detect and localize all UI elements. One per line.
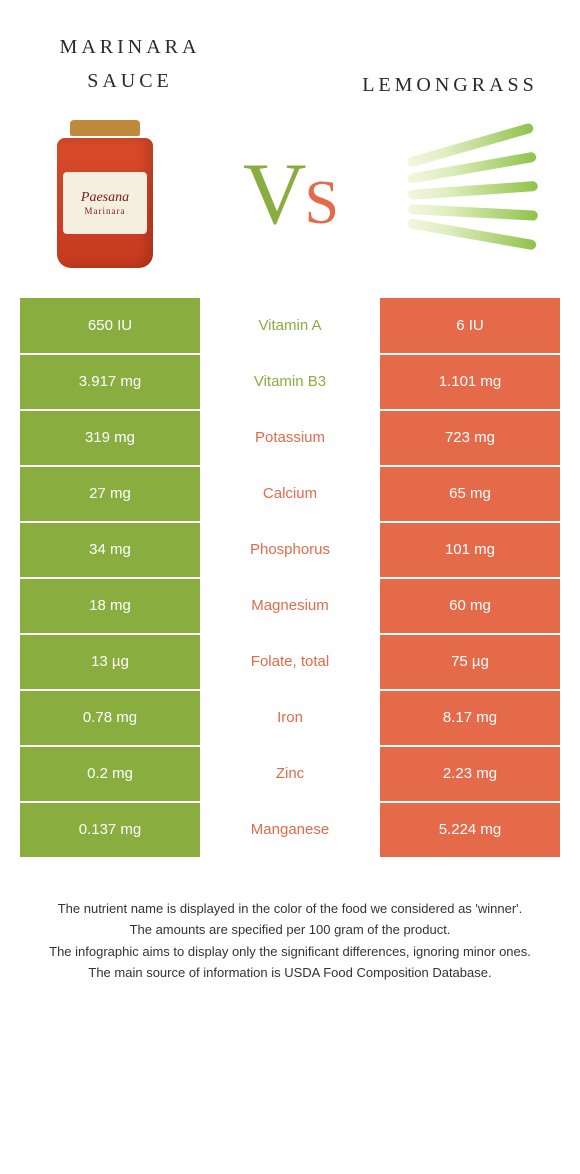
jar-sub: Marinara xyxy=(85,206,126,216)
table-row: 18 mgMagnesium60 mg xyxy=(20,578,560,634)
left-value: 13 µg xyxy=(20,634,200,690)
right-value: 8.17 mg xyxy=(380,690,560,746)
nutrient-name: Folate, total xyxy=(200,634,380,690)
lemongrass-image xyxy=(390,110,560,280)
table-row: 0.2 mgZinc2.23 mg xyxy=(20,746,560,802)
images-row: Paesana Marinara Vs xyxy=(0,100,580,298)
right-value: 2.23 mg xyxy=(380,746,560,802)
right-value: 60 mg xyxy=(380,578,560,634)
nutrient-name: Vitamin A xyxy=(200,298,380,354)
nutrient-name: Magnesium xyxy=(200,578,380,634)
right-food-title: lemongrass xyxy=(350,28,550,100)
right-value: 5.224 mg xyxy=(380,802,560,858)
right-value: 75 µg xyxy=(380,634,560,690)
table-row: 0.78 mgIron8.17 mg xyxy=(20,690,560,746)
table-body: 650 IUVitamin A6 IU3.917 mgVitamin B31.1… xyxy=(20,298,560,858)
nutrient-name: Zinc xyxy=(200,746,380,802)
footer-line4: The main source of information is USDA F… xyxy=(30,963,550,983)
footer-line1: The nutrient name is displayed in the co… xyxy=(30,899,550,919)
vs-v: V xyxy=(243,146,305,243)
left-value: 0.137 mg xyxy=(20,802,200,858)
vs-text: Vs xyxy=(243,144,337,245)
table-row: 27 mgCalcium65 mg xyxy=(20,466,560,522)
title-line1: marinara xyxy=(60,29,201,60)
left-value: 319 mg xyxy=(20,410,200,466)
header: marinara sauce lemongrass xyxy=(0,0,580,100)
left-value: 18 mg xyxy=(20,578,200,634)
footer-line2: The amounts are specified per 100 gram o… xyxy=(30,920,550,940)
left-value: 27 mg xyxy=(20,466,200,522)
table-row: 0.137 mgManganese5.224 mg xyxy=(20,802,560,858)
table-row: 3.917 mgVitamin B31.101 mg xyxy=(20,354,560,410)
table-row: 34 mgPhosphorus101 mg xyxy=(20,522,560,578)
title-line2: sauce xyxy=(87,63,173,94)
table-row: 650 IUVitamin A6 IU xyxy=(20,298,560,354)
left-food-title: marinara sauce xyxy=(30,28,230,95)
right-value: 6 IU xyxy=(380,298,560,354)
left-value: 0.78 mg xyxy=(20,690,200,746)
vs-s: s xyxy=(305,146,337,243)
nutrient-name: Iron xyxy=(200,690,380,746)
nutrient-name: Potassium xyxy=(200,410,380,466)
left-value: 0.2 mg xyxy=(20,746,200,802)
nutrient-name: Manganese xyxy=(200,802,380,858)
nutrient-name: Vitamin B3 xyxy=(200,354,380,410)
table-row: 13 µgFolate, total75 µg xyxy=(20,634,560,690)
jar-brand: Paesana xyxy=(81,190,129,206)
marinara-jar-image: Paesana Marinara xyxy=(20,110,190,280)
table-row: 319 mgPotassium723 mg xyxy=(20,410,560,466)
left-value: 650 IU xyxy=(20,298,200,354)
right-value: 723 mg xyxy=(380,410,560,466)
right-value: 101 mg xyxy=(380,522,560,578)
right-value: 1.101 mg xyxy=(380,354,560,410)
footer-notes: The nutrient name is displayed in the co… xyxy=(30,899,550,983)
left-value: 3.917 mg xyxy=(20,354,200,410)
nutrient-name: Calcium xyxy=(200,466,380,522)
footer-line3: The infographic aims to display only the… xyxy=(30,942,550,962)
nutrient-name: Phosphorus xyxy=(200,522,380,578)
left-value: 34 mg xyxy=(20,522,200,578)
right-value: 65 mg xyxy=(380,466,560,522)
comparison-table: 650 IUVitamin A6 IU3.917 mgVitamin B31.1… xyxy=(20,298,560,859)
